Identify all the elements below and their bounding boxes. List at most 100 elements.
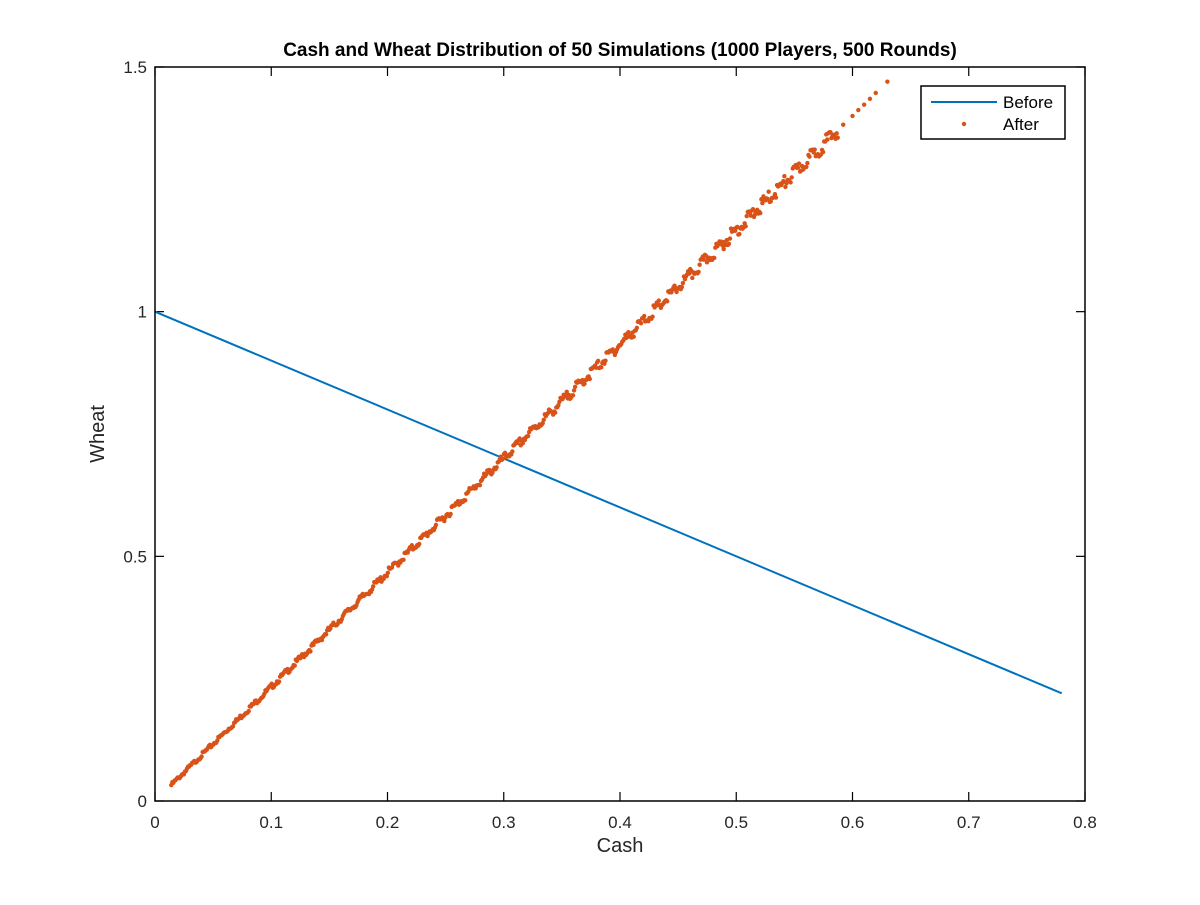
legend-box xyxy=(920,85,1066,140)
after-point xyxy=(690,275,695,281)
y-tick-label: 0.5 xyxy=(123,547,147,566)
x-tick-label: 0.5 xyxy=(724,813,748,832)
after-point xyxy=(246,708,251,714)
y-axis-label: Wheat xyxy=(87,405,109,463)
x-tick-label: 0 xyxy=(150,813,159,832)
after-point xyxy=(599,365,604,370)
after-point xyxy=(556,402,561,408)
after-point xyxy=(812,147,817,152)
after-point xyxy=(215,738,220,743)
after-point xyxy=(199,754,204,759)
after-point xyxy=(401,557,406,562)
after-point xyxy=(339,617,345,622)
after-point xyxy=(856,107,861,113)
after-point xyxy=(697,262,702,267)
after-point xyxy=(448,511,453,517)
legend-marker-after xyxy=(961,121,967,127)
after-point xyxy=(417,541,422,547)
after-point xyxy=(572,384,578,390)
after-point xyxy=(571,388,577,393)
after-point xyxy=(850,113,855,119)
plot-area xyxy=(155,67,1085,801)
legend: Before After xyxy=(920,85,1066,140)
after-point xyxy=(765,196,770,202)
axes-box xyxy=(154,66,1086,802)
after-point xyxy=(825,137,830,142)
after-point xyxy=(737,231,742,237)
after-point xyxy=(292,663,297,668)
after-point xyxy=(861,102,867,107)
after-point xyxy=(885,79,890,84)
after-point xyxy=(463,498,468,503)
after-point xyxy=(494,465,499,470)
after-point xyxy=(873,90,878,96)
after-point xyxy=(308,649,313,654)
after-point xyxy=(638,321,644,326)
after-point xyxy=(701,257,707,262)
x-tick-label: 0.4 xyxy=(608,813,632,832)
after-point xyxy=(712,255,717,261)
after-point xyxy=(788,180,793,185)
x-tick-label: 0.3 xyxy=(492,813,516,832)
after-point xyxy=(820,149,826,155)
after-point xyxy=(773,195,779,200)
after-point xyxy=(384,573,390,579)
x-tick-label: 0.8 xyxy=(1073,813,1097,832)
after-point xyxy=(679,284,685,290)
after-point xyxy=(582,381,587,386)
after-point xyxy=(520,440,526,446)
after-point xyxy=(721,246,726,252)
after-point xyxy=(664,299,670,304)
y-tick-label: 1.5 xyxy=(123,58,147,77)
y-tick-label: 1 xyxy=(138,303,147,322)
after-point xyxy=(557,399,562,404)
y-tick-label: 0 xyxy=(138,792,147,811)
after-point xyxy=(540,421,545,426)
after-point xyxy=(433,522,439,528)
after-point xyxy=(766,189,771,194)
after-point xyxy=(634,325,640,331)
after-point xyxy=(704,260,710,265)
after-point xyxy=(727,236,733,241)
x-tick-label: 0.1 xyxy=(259,813,283,832)
after-point xyxy=(564,389,569,395)
after-point xyxy=(230,724,236,729)
after-point xyxy=(626,329,631,335)
after-point xyxy=(789,175,794,180)
after-point xyxy=(525,433,531,439)
after-point xyxy=(796,161,802,166)
x-tick-label: 0.2 xyxy=(376,813,400,832)
after-point xyxy=(603,358,608,363)
after-point xyxy=(656,298,662,303)
series-before-line xyxy=(154,310,1063,695)
after-point xyxy=(744,213,749,219)
x-axis-label: Cash xyxy=(597,835,644,857)
after-point xyxy=(674,289,679,295)
x-tick-label: 0.7 xyxy=(957,813,981,832)
after-point xyxy=(758,210,763,216)
after-point xyxy=(696,269,701,275)
after-point xyxy=(804,164,809,170)
after-point xyxy=(541,417,546,423)
after-point xyxy=(805,160,810,166)
x-tick-label: 0.6 xyxy=(841,813,865,832)
after-point xyxy=(650,314,655,319)
after-point xyxy=(726,241,732,247)
after-point xyxy=(641,313,647,319)
after-point xyxy=(553,410,558,415)
after-point xyxy=(834,131,839,136)
after-point xyxy=(783,184,788,190)
after-point xyxy=(835,135,840,140)
after-point xyxy=(385,570,391,575)
after-point xyxy=(276,679,282,684)
series-after-points xyxy=(169,79,890,788)
after-point xyxy=(631,334,636,339)
after-point xyxy=(795,165,801,170)
after-point xyxy=(781,178,786,184)
after-point xyxy=(510,449,515,454)
after-point xyxy=(680,280,686,286)
after-point xyxy=(867,96,873,102)
after-point xyxy=(371,584,376,589)
